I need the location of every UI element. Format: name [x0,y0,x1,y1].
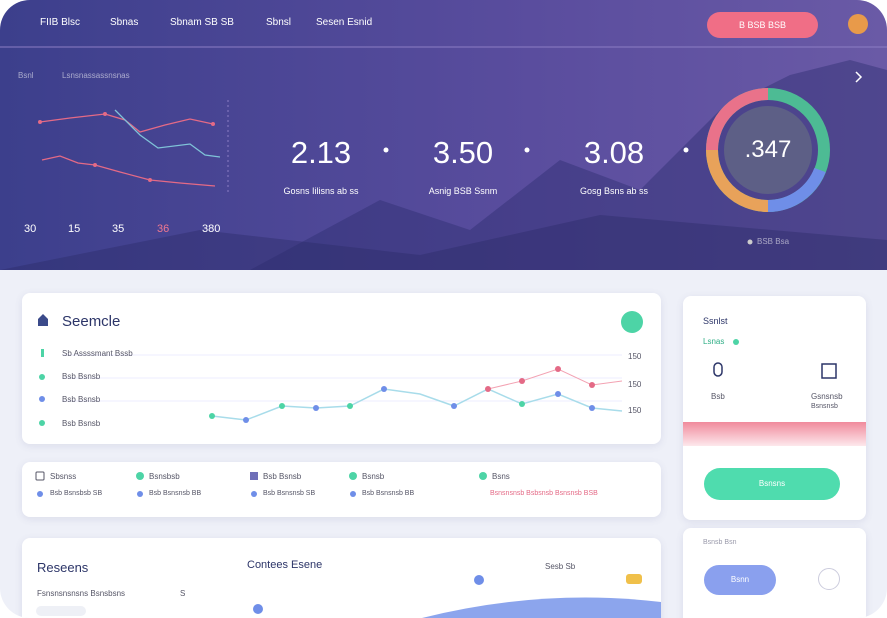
avatar[interactable] [848,14,868,34]
side-art [683,339,866,446]
bottom-card: Reseens Fsnsnsnsnsns Bsnsbsns S Contees … [22,538,661,618]
side-subtitle: Lsnas [703,337,725,346]
stat-value: 3.08 [583,135,645,170]
nav-item[interactable]: Sesen Esnid [316,17,373,28]
filter-sub: Bsb Bsnsnsb BB [149,490,202,497]
brand: FIIB Blsc [40,17,81,28]
row-label: Bsb Bsnsb [62,419,101,428]
side-card: Ssnlst Lsnas Bsb Gsnsnsb Bsnsnsb Bsnsns [683,296,866,520]
side-button[interactable]: Bsnn [704,565,776,595]
filter-sub: Bsb Bsnsnsb SB [263,490,316,497]
chart-label: 36 [157,223,170,235]
nav-item[interactable]: Sbnsl [266,17,292,28]
main-card: Seemcle Sb Assssmant Bssb Bsb Bsnsb Bsb … [22,293,661,444]
card-label: Sesb Sb [545,562,576,571]
right-label: 150 [628,352,642,361]
nav-item[interactable]: Sbnam SB SB [170,17,234,28]
nav-item[interactable]: Sbnas [110,17,139,28]
gauge-value: .347 [744,136,792,163]
filter-icons [35,471,487,497]
stat-value: 2.13 [290,135,352,170]
card-title: Seemcle [62,313,121,330]
filter-sub: Bsb Bsnsbsb SB [50,490,103,497]
hero-art [0,46,887,270]
side-title: Ssnlst [703,316,728,326]
filter[interactable]: Bsnsbsb [149,472,180,481]
card-title: Reseens [37,560,89,575]
chart-label: 380 [202,223,221,235]
side-item-sub: Bsnsnsb [811,403,838,410]
chart-label: 35 [112,223,125,235]
chart-label: 15 [68,223,81,235]
main-chart [38,311,643,426]
right-label: 150 [628,406,642,415]
side-item: Bsb [711,392,725,401]
row-label: Bsb Bsnsb [62,372,101,381]
filter[interactable]: Sbsnss [50,472,77,481]
filter-card: Sbsnss Bsnsbsb Bsb Bsnsb Bsnsb Bsns Bsb … [22,462,661,517]
bottom-art [36,574,661,618]
card-title: Contees Esene [247,559,323,571]
card-subtitle: Fsnsnsnsnsns Bsnsbsns [37,589,126,598]
row-label: Bsb Bsnsb [62,395,101,404]
chart-subtitle: Lsnsnassassnsnas [62,71,130,80]
filter-sub: Bsnsnsnsb Bsbsnsb Bsnsnsb BSB [490,490,598,497]
filter-sub: Bsb Bsnsnsb BB [362,490,415,497]
stat-label: Gosg Bsns ab ss [579,186,649,196]
side-card: Bsnsb Bsn Bsnn [683,528,866,618]
side-button[interactable]: Bsnsns [704,468,840,500]
filter[interactable]: Bsns [492,472,510,481]
side-title: Bsnsb Bsn [703,539,737,546]
side-icon[interactable] [818,568,840,590]
side-item: Gsnsnsb [811,392,843,401]
action-button[interactable]: B BSB BSB [707,12,818,38]
chart-title: Bsnl [18,71,34,80]
stat-label: Gosns Iilisns ab ss [283,186,359,196]
hero: FIIB Blsc Sbnas Sbnam SB SB Sbnsl Sesen … [0,0,887,270]
stat-value: 3.50 [432,135,494,170]
gauge-legend: BSB Bsa [757,237,790,246]
card-mark: S [180,589,186,598]
filter[interactable]: Bsnsb [362,472,385,481]
chart-label: 30 [24,223,37,235]
row-label: Sb Assssmant Bssb [62,349,133,358]
filter[interactable]: Bsb Bsnsb [263,472,302,481]
stat-label: Asnig BSB Ssnm [428,186,498,196]
right-label: 150 [628,380,642,389]
